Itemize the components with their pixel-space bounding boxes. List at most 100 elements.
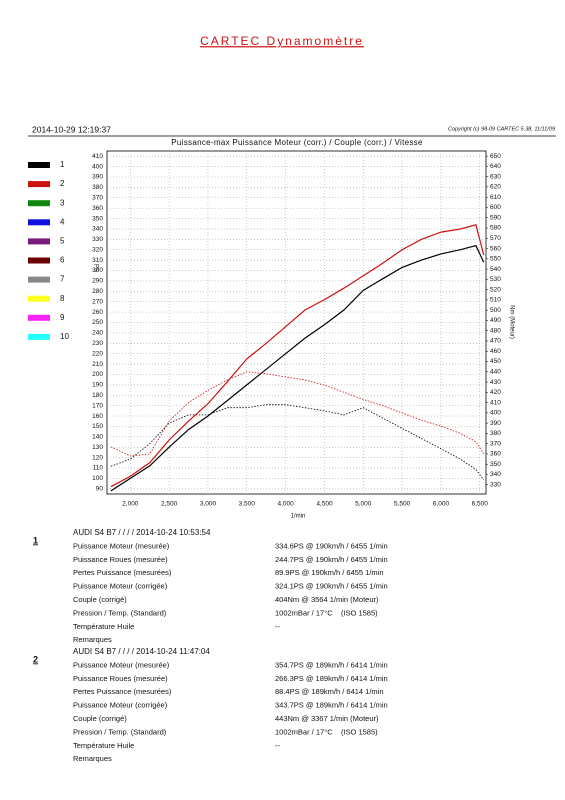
x-tick-label: 5,500 (394, 501, 411, 508)
y2-tick-label: 530 (490, 276, 501, 283)
y2-tick-label: 560 (490, 245, 501, 252)
y2-tick-label: 350 (490, 461, 501, 468)
row-label: Puissance Roues (mesurée) (73, 674, 168, 683)
y2-tick-label: 460 (490, 348, 501, 355)
y2-tick-label: 410 (490, 399, 501, 406)
y-tick-label: 230 (92, 340, 103, 347)
row-label: Puissance Moteur (mesurée) (73, 541, 170, 550)
y-tick-label: 270 (92, 298, 103, 305)
row-label: Puissance Roues (mesurée) (73, 555, 168, 564)
legend-swatch (28, 238, 50, 245)
y-tick-label: 340 (92, 226, 103, 233)
y2-tick-label: 510 (490, 297, 501, 304)
legend-swatch (28, 219, 50, 226)
x-tick-label: 6,000 (433, 501, 450, 508)
row-value: 354.7PS @ 189km/h / 6414 1/min (275, 660, 388, 669)
y-tick-label: 380 (92, 184, 103, 191)
y-tick-label: 300 (92, 267, 103, 274)
row-value: -- (275, 622, 280, 631)
y2-tick-label: 470 (490, 338, 501, 345)
y-tick-label: 120 (92, 454, 103, 461)
y2-tick-label: 550 (490, 256, 501, 263)
legend-label: 10 (60, 332, 69, 341)
legend-label: 4 (60, 217, 65, 226)
y2-tick-label: 610 (490, 194, 501, 201)
row-label: Pertes Puissance (mesurées) (73, 568, 172, 577)
legend-label: 2 (60, 179, 65, 188)
chart-title: Puissance-max Puissance Moteur (corr.) /… (171, 138, 423, 147)
y-tick-label: 220 (92, 350, 103, 357)
y-axis-label: PS (92, 264, 98, 272)
y-tick-label: 330 (92, 236, 103, 243)
y2-tick-label: 480 (490, 327, 501, 334)
x-tick-label: 3,500 (239, 501, 256, 508)
row-label: Puissance Moteur (corrigée) (73, 582, 168, 591)
y2-axis-label: Nm (Moteur) (508, 305, 514, 339)
legend-swatch (28, 295, 50, 302)
legend-swatch (28, 181, 50, 188)
y2-tick-label: 430 (490, 379, 501, 386)
row-value: 266.3PS @ 189km/h / 6414 1/min (275, 674, 388, 683)
y-tick-label: 410 (92, 153, 103, 160)
y-tick-label: 200 (92, 371, 103, 378)
legend-label: 1 (60, 160, 65, 169)
y2-tick-label: 360 (490, 451, 501, 458)
x-axis-label: 1/min (291, 514, 306, 520)
row-value: 343.7PS @ 189km/h / 6414 1/min (275, 701, 388, 710)
y2-tick-label: 450 (490, 358, 501, 365)
power-curve (110, 224, 485, 488)
legend-swatch (28, 162, 50, 168)
remarks-label: Remarques (73, 635, 112, 644)
y2-tick-label: 650 (490, 153, 501, 160)
y-tick-label: 190 (92, 382, 103, 389)
y-tick-label: 180 (92, 392, 103, 399)
row-value: 334.6PS @ 190km/h / 6455 1/min (275, 541, 388, 550)
y-tick-label: 320 (92, 246, 103, 253)
legend-label: 5 (60, 237, 65, 246)
y2-tick-label: 490 (490, 317, 501, 324)
legend-swatch (28, 333, 50, 340)
x-tick-label: 3,000 (200, 501, 217, 508)
x-tick-label: 4,500 (316, 501, 333, 508)
legend-swatch (28, 276, 50, 283)
row-value: 404Nm @ 3564 1/min (Moteur) (275, 595, 379, 604)
y-tick-label: 100 (92, 475, 103, 482)
y2-tick-label: 440 (490, 369, 501, 376)
copyright: Copyright (c) 98-09 CARTEC 5.38, 11/11/0… (448, 126, 555, 132)
row-value: 324.1PS @ 190km/h / 6455 1/min (275, 582, 388, 591)
y-tick-label: 280 (92, 288, 103, 295)
y-tick-label: 110 (93, 465, 104, 472)
y-tick-label: 170 (92, 402, 103, 409)
run-number: 2 (33, 654, 38, 664)
run-header: AUDI S4 B7 / / / / 2014-10-24 10:53:54 (73, 528, 211, 537)
print-date: 2014-10-29 12:19:37 (32, 124, 111, 134)
row-value: -- (275, 741, 280, 750)
page-title: CARTEC Dynamomètre (200, 34, 364, 48)
y-tick-label: 140 (92, 434, 103, 441)
run-number: 1 (33, 535, 38, 545)
torque-curve (110, 371, 485, 457)
y2-tick-label: 580 (490, 225, 501, 232)
y-tick-label: 250 (92, 319, 103, 326)
row-value: 1002mBar / 17°C (ISO 1585) (275, 608, 378, 617)
y2-tick-label: 630 (490, 173, 501, 180)
y-tick-label: 360 (92, 205, 103, 212)
y2-tick-label: 640 (490, 163, 501, 170)
power-curve (110, 244, 485, 492)
legend-swatch (28, 200, 50, 207)
y2-tick-label: 600 (490, 204, 501, 211)
torque-curve (110, 404, 485, 480)
y2-tick-label: 590 (490, 214, 501, 221)
x-tick-label: 2,500 (161, 501, 178, 508)
y2-tick-label: 390 (490, 420, 501, 427)
run-header: AUDI S4 B7 / / / / 2014-10-24 11:47:04 (73, 647, 210, 656)
y2-tick-label: 520 (490, 286, 501, 293)
y-tick-label: 400 (92, 163, 103, 170)
y2-tick-label: 540 (490, 266, 501, 273)
row-value: 1002mBar / 17°C (ISO 1585) (275, 727, 378, 736)
y2-tick-label: 330 (490, 481, 501, 488)
y2-tick-label: 370 (490, 440, 501, 447)
y-tick-label: 310 (92, 257, 103, 264)
y-tick-label: 90 (96, 486, 104, 493)
